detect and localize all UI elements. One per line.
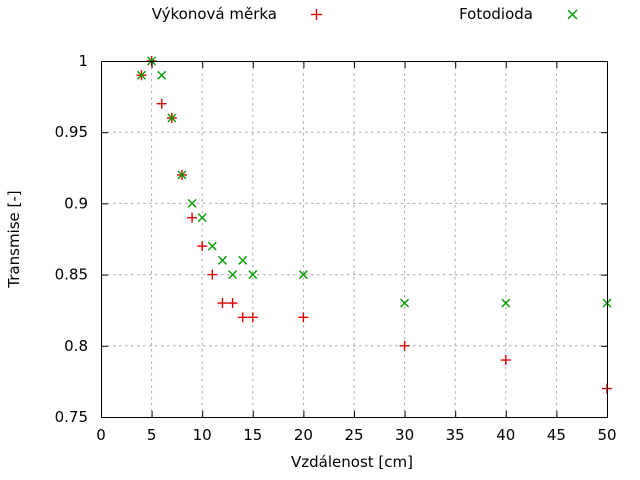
x-axis-label: Vzdálenost [cm]	[291, 453, 413, 471]
plot-border	[101, 61, 608, 418]
series-vykonova-merka	[136, 56, 612, 394]
series-fotodioda	[136, 56, 612, 308]
legend-label-vykonova-merka: Výkonová měrka	[151, 5, 277, 23]
plus-marker-icon	[311, 8, 322, 20]
axis-ticks	[101, 61, 608, 418]
y-tick-label: 0.9	[64, 194, 88, 212]
y-axis-label: Transmise [-]	[5, 190, 23, 288]
x-tick-label: 50	[597, 426, 616, 444]
x-tick-label: 30	[395, 426, 414, 444]
y-tick-label: 0.85	[55, 266, 88, 284]
legend-entry-fotodioda: Fotodioda	[459, 5, 579, 23]
x-tick-label: 25	[344, 426, 363, 444]
y-tick-label: 1	[78, 52, 88, 70]
y-tick-label: 0.75	[55, 408, 88, 426]
x-tick-label: 10	[193, 426, 212, 444]
y-tick-label: 0.8	[64, 337, 88, 355]
x-tick-label: 15	[243, 426, 262, 444]
grid-lines	[101, 61, 607, 417]
x-tick-label: 45	[547, 426, 566, 444]
x-tick-label: 40	[496, 426, 515, 444]
tick-labels: 0 5 10 15 20 25 30 35 40 45 50 0.75 0.8 0.85 0.9 0.95 1	[55, 52, 617, 444]
legend-entry-vykonova-merka: Výkonová měrka	[152, 5, 323, 23]
legend-label-fotodioda: Fotodioda	[459, 5, 533, 23]
x-tick-label: 35	[446, 426, 465, 444]
cross-marker-icon	[567, 9, 578, 19]
x-tick-label: 20	[294, 426, 313, 444]
y-tick-label: 0.95	[55, 123, 88, 141]
x-tick-label: 5	[147, 426, 157, 444]
x-tick-label: 0	[96, 426, 106, 444]
chart-legend: Výkonová měrka Fotodioda	[0, 5, 640, 23]
